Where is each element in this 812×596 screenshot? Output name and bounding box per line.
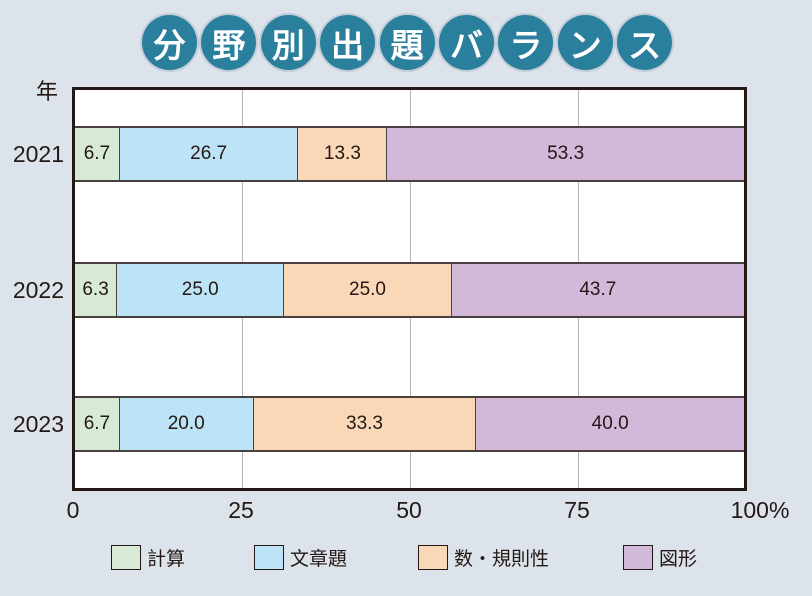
title-char: 題 <box>379 15 435 70</box>
y-axis-unit-label: 年 <box>36 80 59 105</box>
bar-row-2022: 6.3 25.0 25.0 43.7 <box>75 262 744 318</box>
segment-geometry: 43.7 <box>451 262 744 318</box>
title-char: ス <box>617 15 673 70</box>
x-tick-25: 25 <box>228 497 254 523</box>
x-tick-0: 0 <box>66 497 80 523</box>
title-char: ン <box>557 15 613 70</box>
legend-label: 図形 <box>659 548 698 570</box>
legend-item-calculation: 計算 <box>111 544 185 571</box>
x-tick-75: 75 <box>564 497 590 523</box>
legend-item-geometry: 図形 <box>623 544 697 571</box>
title-char: ラ <box>498 15 554 70</box>
title-char: バ <box>438 15 494 70</box>
title-char: 別 <box>260 15 316 70</box>
legend-swatch <box>623 545 653 570</box>
legend-swatch <box>418 545 448 570</box>
title-char: 分 <box>142 15 197 70</box>
bar-row-2021: 6.7 26.7 13.3 53.3 <box>75 126 744 182</box>
segment-word-problems: 20.0 <box>119 396 254 452</box>
segment-calculation: 6.3 <box>75 262 118 318</box>
y-tick-2022: 2022 <box>12 277 64 303</box>
segment-word-problems: 26.7 <box>119 126 299 182</box>
y-tick-2023: 2023 <box>12 411 64 437</box>
title-char: 出 <box>320 15 376 70</box>
segment-geometry: 53.3 <box>387 126 744 182</box>
legend-label: 数・規則性 <box>454 548 550 570</box>
legend-item-word-problems: 文章題 <box>254 544 347 571</box>
legend-label: 文章題 <box>290 548 348 570</box>
segment-number-patterns: 25.0 <box>284 262 452 318</box>
segment-word-problems: 25.0 <box>117 262 285 318</box>
title-char: 野 <box>201 15 257 70</box>
plot-area: 6.7 26.7 13.3 53.3 6.3 25.0 25.0 43.7 6.… <box>72 87 747 491</box>
legend-label: 計算 <box>147 548 186 570</box>
segment-number-patterns: 13.3 <box>298 126 388 182</box>
chart-title: 分 野 別 出 題 バ ラ ン ス <box>142 15 673 71</box>
legend-item-number-patterns: 数・規則性 <box>418 544 549 571</box>
segment-calculation: 6.7 <box>75 396 120 452</box>
y-tick-2021: 2021 <box>12 141 64 167</box>
legend-swatch <box>254 545 284 570</box>
segment-calculation: 6.7 <box>75 126 120 182</box>
segment-geometry: 40.0 <box>476 396 744 452</box>
x-tick-50: 50 <box>396 497 422 523</box>
bar-row-2023: 6.7 20.0 33.3 40.0 <box>75 396 744 452</box>
segment-number-patterns: 33.3 <box>253 396 477 452</box>
x-tick-100: 100% <box>730 497 790 523</box>
legend-swatch <box>111 545 141 570</box>
